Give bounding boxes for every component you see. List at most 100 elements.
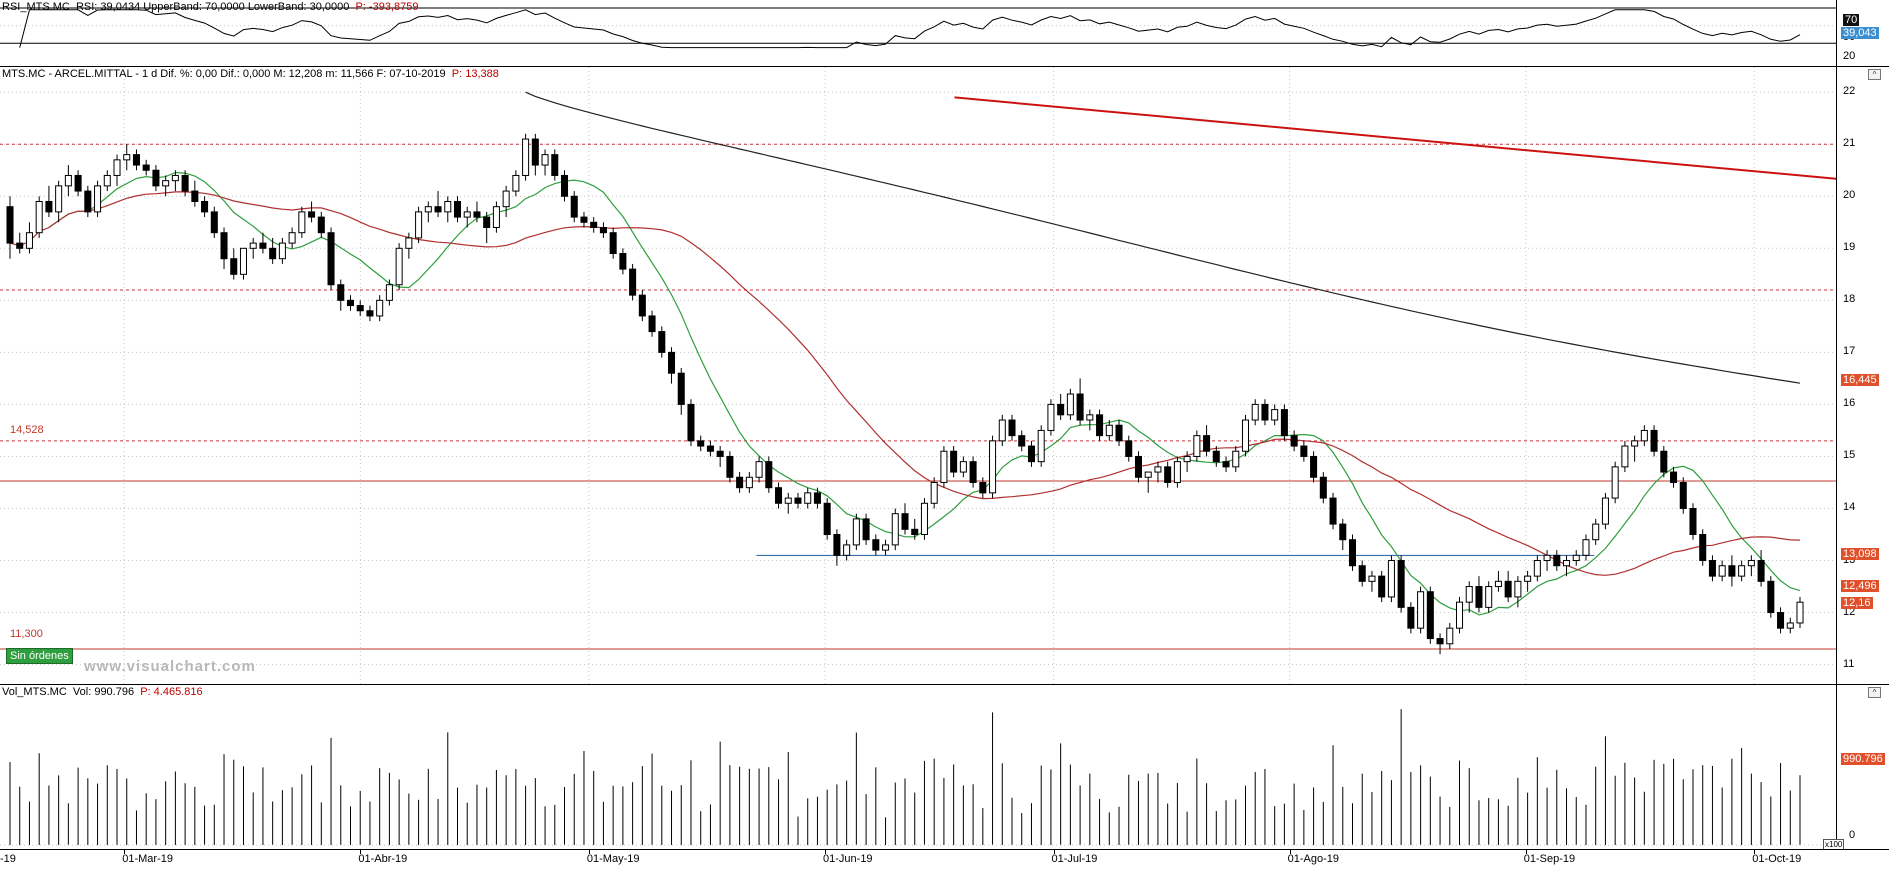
candle-body-up [1796,601,1804,624]
candle-body-up [424,206,432,213]
rsi-indicator-name: RSI_MTS.MC [2,1,70,13]
x-axis-tick [124,850,126,854]
candle-body-up [1786,622,1794,629]
candlestick [1290,430,1298,452]
candlestick [804,487,812,509]
price-axis: 22212019181716151413121116,44513,09812,4… [1836,67,1889,684]
candlestick [1271,404,1279,426]
collapse-icon[interactable]: ^ [1868,687,1881,698]
candlestick [522,133,530,181]
candlestick [1008,414,1016,441]
price-axis-label: 22 [1843,85,1856,98]
candle-body-down [453,200,462,218]
collapse-icon[interactable]: ^ [1868,69,1881,80]
price-chart[interactable] [0,67,1837,684]
candle-body-down [1027,445,1035,463]
candlestick [823,498,831,540]
candle-body-down [1757,560,1765,582]
candle-body-down [765,461,773,489]
candle-body-up [1105,424,1113,437]
candlestick [1212,446,1220,467]
candle-body-down [1290,435,1298,447]
candlestick [84,185,92,218]
candlestick [1640,425,1648,447]
candlestick [1455,596,1464,634]
candlestick [745,472,753,493]
rsi-values: RSI: 39,0434 UpperBand: 70,0000 LowerBan… [75,1,350,13]
candle-body-down [872,539,880,551]
candlestick [356,300,364,316]
panel-divider [0,684,1889,685]
candle-body-up [1368,575,1376,582]
candle-body-down [74,174,82,192]
candle-body-down [181,174,189,192]
candlestick [969,456,977,488]
candlestick [677,367,685,415]
candlestick [64,165,72,197]
candle-body-up [1154,466,1162,473]
candlestick [716,446,724,467]
candlestick [405,232,413,259]
candlestick [1339,518,1347,551]
candle-body-down [1203,435,1211,452]
candle-body-down [1553,554,1561,567]
candle-body-up [1572,554,1580,562]
candle-body-up [278,242,286,260]
candlestick [813,487,821,509]
price-axis-label: 11 [1843,657,1855,670]
sma-fast-line [48,171,1801,616]
candlestick [1592,518,1600,545]
candlestick [385,279,393,306]
candlestick [55,180,63,223]
candle-body-up [920,502,928,536]
candle-body-down [1767,580,1775,614]
candlestick [1261,399,1269,426]
candle-body-down [1504,580,1512,598]
candle-body-down [45,200,53,213]
candlestick [541,149,549,176]
x-axis-tick [1289,850,1291,854]
candlestick [1154,461,1162,483]
candle-body-down [609,232,617,255]
candlestick [570,191,578,223]
volume-panel[interactable]: Vol_MTS.MC Vol: 990.796 P: 4.465.816 990… [0,685,1889,850]
candlestick [940,446,948,488]
candle-body-down [901,513,909,530]
candlestick [1738,560,1746,582]
candle-body-up [784,497,792,504]
price-header: MTS.MC - ARCEL.MITTAL - 1 d Dif. %: 0,00… [2,68,499,80]
candle-body-up [1543,554,1551,562]
candle-body-down [1378,575,1386,598]
price-axis-label: 14 [1843,501,1856,514]
candle-body-up [1387,560,1395,598]
candlestick [687,399,695,447]
candle-body-down [1319,476,1327,499]
candle-body-down [531,138,539,166]
candlestick [1183,451,1191,473]
candle-body-down [1164,466,1172,483]
candle-body-down [950,450,958,473]
candle-body-up [1738,565,1746,577]
candlestick [210,206,218,238]
x-axis-label: 01-Ago-19 [1287,853,1340,865]
candle-body-up [745,476,753,489]
candle-body-up [1582,539,1590,556]
candle-body-up [1047,403,1055,431]
candlestick [1125,435,1133,462]
candle-body-down [658,331,666,353]
candlestick [862,513,870,545]
candlestick [492,201,500,233]
candlestick [201,196,209,218]
candle-body-up [1631,440,1639,447]
x-axis-label: 01-Oct-19 [1752,853,1802,865]
candle-body-down [259,242,267,249]
candlestick [249,237,257,259]
candlestick [1300,440,1308,462]
rsi-panel[interactable]: RSI_MTS.MC RSI: 39,0434 UpperBand: 70,00… [0,0,1889,66]
sma-slow-line [525,91,1801,384]
sin-ordenes-badge[interactable]: Sin órdenes [6,648,73,664]
candlestick [1601,492,1609,530]
price-panel[interactable]: MTS.MC - ARCEL.MITTAL - 1 d Dif. %: 0,00… [0,67,1889,684]
candle-body-up [376,299,384,317]
x-axis-label: -19 [0,853,16,865]
